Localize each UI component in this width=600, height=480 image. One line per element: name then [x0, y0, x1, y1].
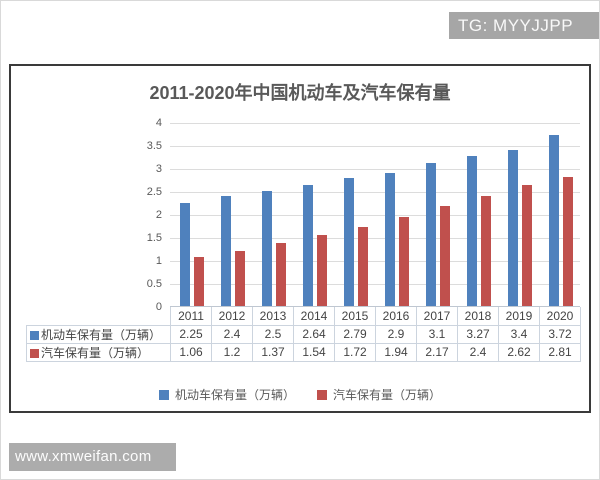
y-axis-tick-label: 3.5 [146, 140, 162, 152]
gridline [170, 238, 580, 239]
bar-2012-series2 [235, 250, 245, 306]
table-cell: 1.37 [252, 343, 294, 362]
bar-2017-series1 [426, 163, 436, 306]
plot-area: 0 0.5 1 1.5 2 2.5 3 3.5 4 [147, 117, 580, 313]
table-row-label: 机动车保有量（万辆） [26, 324, 171, 344]
gridline [170, 169, 580, 170]
legend-label: 机动车保有量（万辆） [174, 388, 295, 402]
bar-2017-series2 [440, 206, 450, 306]
table-header-cell: 2012 [211, 307, 253, 326]
table-cell: 1.54 [293, 343, 335, 362]
y-axis-tick-label: 0.5 [146, 278, 162, 290]
gridline [170, 261, 580, 262]
table-cell: 2.4 [457, 343, 499, 362]
bar-2020-series2 [563, 176, 573, 306]
gridline [170, 146, 580, 147]
table-cell: 1.94 [375, 343, 417, 362]
y-axis-tick-label: 1 [155, 255, 162, 267]
table-cell: 2.5 [252, 325, 294, 344]
table-header-cell: 2017 [416, 307, 458, 326]
table-row: 汽车保有量（万辆） 1.06 1.2 1.37 1.54 1.72 1.94 2.17 2.4 2… [26, 342, 581, 362]
telegram-badge: TG: MYYJJPP [449, 12, 599, 39]
bar-2015-series2 [358, 226, 368, 306]
legend-item: 机动车保有量（万辆） [158, 386, 295, 403]
bar-2020-series1 [549, 134, 559, 306]
table-header-cell: 2019 [498, 307, 540, 326]
table-cell: 3.4 [498, 325, 540, 344]
bar-2016-series2 [399, 216, 409, 306]
legend-swatch-icon [158, 389, 169, 400]
table-header-cell: 2016 [375, 307, 417, 326]
bar-2013-series2 [276, 242, 286, 306]
y-axis-tick-label: 2 [155, 209, 162, 221]
bar-2012-series1 [221, 195, 231, 306]
table-cell: 2.17 [416, 343, 458, 362]
bar-2011-series2 [194, 257, 204, 306]
chart-title: 2011-2020年中国机动车及汽车保有量 [149, 83, 451, 103]
table-header-cell: 2020 [539, 307, 581, 326]
table-cell: 1.06 [170, 343, 212, 362]
y-axis-tick-label: 4 [155, 117, 162, 129]
bar-2018-series1 [467, 155, 477, 306]
y-axis-tick-label: 3 [155, 163, 162, 175]
gridline [170, 192, 580, 193]
table-cell: 2.81 [539, 343, 581, 362]
bar-2014-series1 [303, 184, 313, 306]
table-cell: 1.2 [211, 343, 253, 362]
table-header-cell: 2011 [170, 307, 212, 326]
table-cell: 3.1 [416, 325, 458, 344]
legend-swatch-icon [317, 389, 327, 400]
table-cell: 2.4 [211, 325, 253, 344]
gridline [170, 123, 580, 124]
table-header-cell: 2014 [293, 307, 335, 326]
bar-2014-series2 [317, 235, 327, 306]
bar-2011-series1 [180, 202, 190, 306]
table-cell: 2.79 [334, 325, 376, 344]
table-row: 机动车保有量（万辆） 2.25 2.4 2.5 2.64 2.79 2.9 3.1 3.27 3.… [26, 324, 581, 344]
data-table: 2011 2012 2013 2014 2015 2016 2017 2018 2019 2020… [26, 307, 581, 362]
table-corner-spacer [27, 307, 171, 325]
table-cell: 3.27 [457, 325, 499, 344]
table-cell: 2.9 [375, 325, 417, 344]
y-axis-tick-label: 0 [155, 301, 162, 313]
bar-2015-series1 [344, 177, 354, 306]
table-cell: 2.64 [293, 325, 335, 344]
y-axis-tick-label: 1.5 [146, 232, 162, 244]
table-header-cell: 2015 [334, 307, 376, 326]
chart: 2011-2020年中国机动车及汽车保有量 0 0.5 1 1.5 2 2.5 3 3.5 4 … [9, 64, 591, 413]
table-cell: 2.62 [498, 343, 540, 362]
bar-2018-series2 [481, 195, 491, 306]
legend-item: 汽车保有量（万辆） [317, 386, 441, 403]
bar-2016-series1 [385, 172, 395, 306]
series-key-icon [30, 348, 39, 358]
bar-2019-series2 [522, 185, 532, 306]
table-row-label: 汽车保有量（万辆） [26, 342, 171, 362]
table-cell: 2.25 [170, 325, 212, 344]
table-header-cell: 2013 [252, 307, 294, 326]
legend-label: 汽车保有量（万辆） [333, 388, 442, 402]
table-header-cell: 2018 [457, 307, 499, 326]
gridline [170, 284, 580, 285]
gridline [170, 215, 580, 216]
chart-legend: 机动车保有量（万辆） 汽车保有量（万辆） [11, 386, 589, 403]
bar-2019-series1 [508, 149, 518, 306]
y-axis-tick-label: 2.5 [146, 186, 162, 198]
table-cell: 1.72 [334, 343, 376, 362]
table-cell: 3.72 [539, 325, 581, 344]
bar-2013-series1 [262, 191, 272, 306]
watermark-bar: www.xmweifan.com [9, 443, 176, 471]
series-key-icon [30, 330, 39, 340]
